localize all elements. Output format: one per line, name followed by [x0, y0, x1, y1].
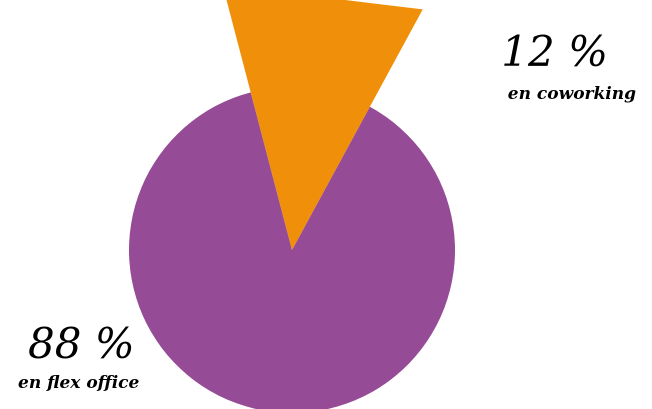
slice-flex-office	[129, 92, 455, 409]
label-flex-office-percent: 88 %	[28, 319, 135, 368]
slice-coworking	[226, 0, 423, 250]
label-coworking-text: en coworking	[508, 84, 636, 104]
label-coworking-percent: 12 %	[501, 27, 608, 76]
label-flex-office-text: en flex office	[18, 373, 140, 393]
